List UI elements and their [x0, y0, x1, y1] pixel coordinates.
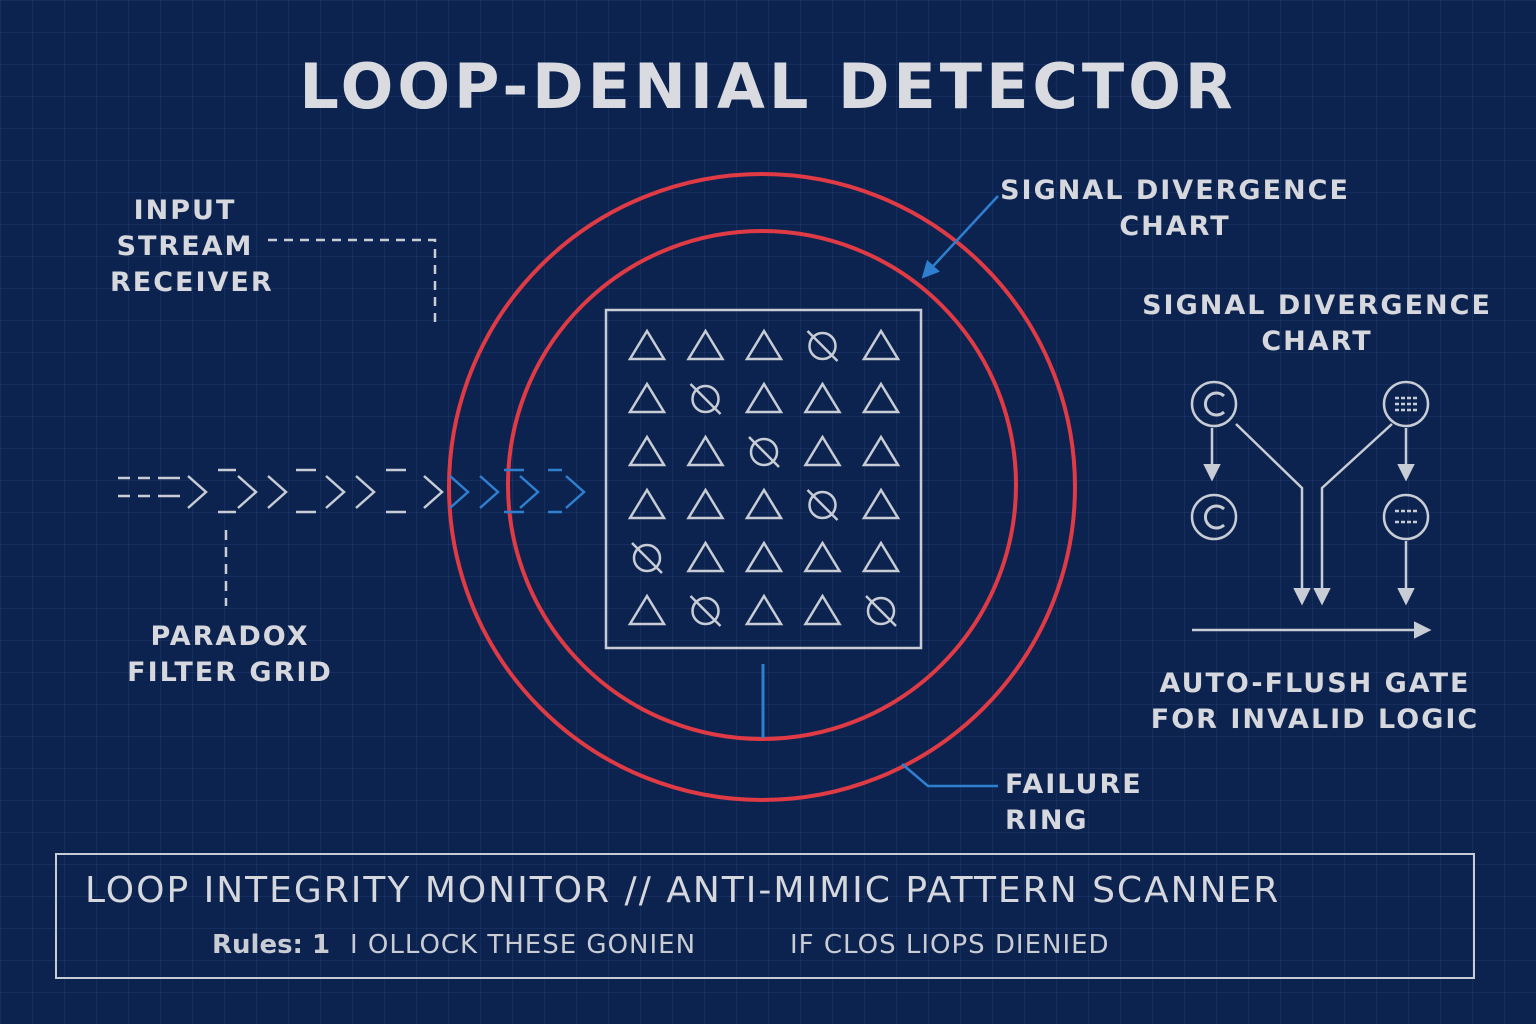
label-auto-flush-gate: AUTO-FLUSH GATE FOR INVALID LOGIC	[1150, 666, 1480, 738]
label-line: STREAM	[116, 231, 254, 262]
label-line: FILTER GRID	[127, 657, 333, 688]
crossed-circle-icon	[748, 436, 780, 468]
label-line: PARADOX	[150, 621, 310, 652]
crossed-circle-icon	[865, 595, 897, 627]
label-line: SIGNAL DIVERGENCE	[1000, 175, 1350, 206]
crossed-circle-icon	[689, 595, 722, 627]
triangle-icon	[744, 381, 784, 414]
signal-divergence-side-chart	[1190, 380, 1432, 639]
triangle-icon	[803, 381, 842, 414]
triangle-icon	[744, 328, 784, 361]
triangle-icon	[686, 328, 725, 361]
failure-ring-inner	[506, 229, 1018, 741]
signal-divergence-pointer	[921, 195, 999, 279]
input-stream-connector	[268, 238, 437, 322]
triangle-icon	[803, 434, 842, 467]
monitor-title: LOOP INTEGRITY MONITOR // ANTI-MIMIC PAT…	[85, 870, 1281, 911]
label-paradox-filter-grid: PARADOX FILTER GRID	[120, 619, 340, 691]
triangle-icon	[744, 487, 784, 520]
triangle-icon	[627, 434, 667, 467]
label-input-stream-receiver: INPUT STREAM RECEIVER	[110, 193, 274, 301]
triangle-icon	[803, 540, 842, 573]
triangle-icon	[686, 434, 725, 467]
triangle-icon	[627, 328, 667, 361]
node-s-bottom-icon	[1382, 493, 1430, 541]
triangle-icon	[861, 328, 901, 361]
paradox-filter-grid-cells	[627, 328, 901, 627]
triangle-icon	[861, 540, 901, 573]
failure-ring-outer	[447, 172, 1077, 802]
node-c-top-icon	[1190, 380, 1238, 428]
triangle-icon	[686, 487, 725, 520]
diagram-title: LOOP-DENIAL DETECTOR	[299, 50, 1237, 123]
label-line: INPUT	[133, 195, 237, 226]
node-s-top-icon	[1382, 380, 1430, 428]
triangle-icon	[627, 593, 667, 626]
label-failure-ring: FAILURE RING	[1005, 769, 1143, 836]
triangle-icon	[686, 540, 725, 573]
paradox-filter-grid-box	[604, 308, 923, 650]
label-signal-divergence-top: SIGNAL DIVERGENCE CHART	[1000, 173, 1350, 245]
loop-integrity-monitor-box	[55, 853, 1475, 979]
triangle-icon	[861, 487, 901, 520]
triangle-icon	[627, 487, 667, 520]
label-line: AUTO-FLUSH GATE	[1159, 668, 1471, 699]
rules-text-secondary: IF CLOS LIOPS DIENIED	[790, 930, 1110, 960]
triangle-icon	[627, 381, 667, 414]
crossed-circle-icon	[806, 330, 839, 362]
crossed-circle-icon	[689, 383, 722, 415]
crossed-circle-icon	[806, 489, 839, 521]
input-stream-chevrons	[118, 468, 586, 514]
label-line: CHART	[1261, 326, 1373, 357]
triangle-icon	[803, 593, 842, 626]
triangle-icon	[744, 540, 784, 573]
label-line: FOR INVALID LOGIC	[1150, 704, 1480, 735]
label-line: SIGNAL DIVERGENCE	[1142, 290, 1492, 321]
rules-prefix: Rules: 1	[212, 930, 331, 960]
rules-text: I OLLOCK THESE GONIEN	[350, 930, 697, 960]
crossed-circle-icon	[631, 542, 663, 574]
failure-ring-pointer	[901, 763, 998, 788]
triangle-icon	[744, 593, 784, 626]
label-line: CHART	[1119, 211, 1231, 242]
triangle-icon	[861, 381, 901, 414]
triangle-icon	[861, 434, 901, 467]
label-signal-divergence-side: SIGNAL DIVERGENCE CHART	[1142, 288, 1492, 360]
label-line: RECEIVER	[110, 267, 274, 298]
node-c-bottom-icon	[1190, 493, 1238, 541]
